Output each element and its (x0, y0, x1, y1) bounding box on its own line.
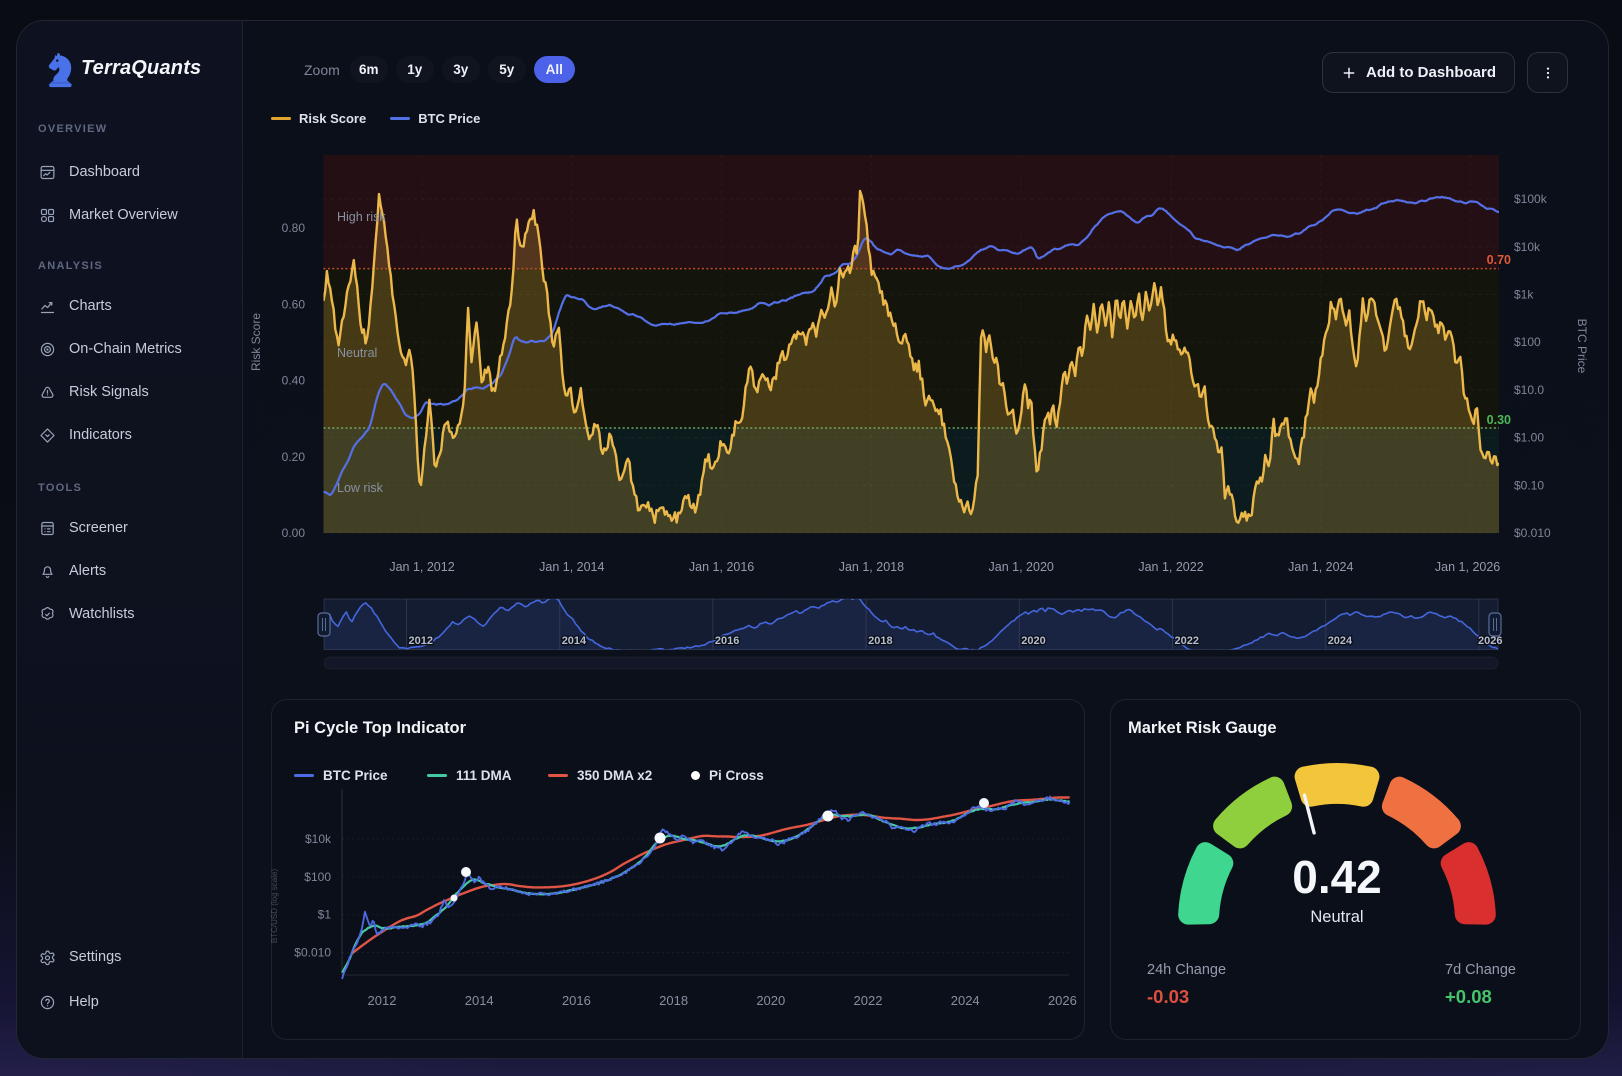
svg-text:2026: 2026 (1478, 635, 1502, 647)
svg-text:Jan 1, 2022: Jan 1, 2022 (1138, 560, 1203, 574)
svg-text:2014: 2014 (562, 635, 587, 647)
svg-text:2014: 2014 (465, 993, 494, 1008)
svg-text:$0.010: $0.010 (294, 946, 331, 960)
svg-text:-0.03: -0.03 (1147, 986, 1189, 1007)
svg-text:0.70: 0.70 (1487, 253, 1511, 267)
svg-text:0.20: 0.20 (282, 450, 306, 464)
svg-text:Neutral: Neutral (337, 346, 377, 360)
svg-text:2026: 2026 (1048, 993, 1077, 1008)
svg-text:$1.00: $1.00 (1514, 431, 1544, 445)
svg-text:High risk: High risk (337, 210, 386, 224)
svg-text:$0.10: $0.10 (1514, 478, 1544, 492)
svg-text:2024: 2024 (1328, 635, 1353, 647)
svg-text:2024: 2024 (951, 993, 980, 1008)
svg-text:$10k: $10k (305, 832, 332, 846)
svg-text:Jan 1, 2012: Jan 1, 2012 (389, 560, 454, 574)
svg-text:2018: 2018 (659, 993, 688, 1008)
svg-text:0.00: 0.00 (282, 526, 306, 540)
svg-text:Risk Score: Risk Score (251, 313, 263, 371)
svg-text:Jan 1, 2020: Jan 1, 2020 (989, 560, 1054, 574)
svg-text:$1: $1 (318, 908, 332, 922)
svg-text:+0.08: +0.08 (1445, 986, 1492, 1007)
svg-text:0.42: 0.42 (1292, 851, 1382, 903)
svg-text:2012: 2012 (409, 635, 433, 647)
svg-text:2022: 2022 (1175, 635, 1199, 647)
svg-text:2020: 2020 (756, 993, 785, 1008)
svg-text:2016: 2016 (715, 635, 739, 647)
svg-text:$0.010: $0.010 (1514, 526, 1551, 540)
svg-text:24h Change: 24h Change (1147, 962, 1226, 978)
svg-text:2016: 2016 (562, 993, 591, 1008)
svg-text:2020: 2020 (1021, 635, 1045, 647)
svg-text:Jan 1, 2026: Jan 1, 2026 (1435, 560, 1500, 574)
svg-text:0.30: 0.30 (1487, 413, 1511, 427)
svg-text:2022: 2022 (854, 993, 883, 1008)
svg-text:$100: $100 (1514, 335, 1541, 349)
svg-text:$100k: $100k (1514, 192, 1548, 206)
svg-text:Jan 1, 2014: Jan 1, 2014 (539, 560, 604, 574)
svg-text:0.60: 0.60 (282, 297, 306, 311)
svg-text:BTC Price: BTC Price (1575, 319, 1589, 374)
svg-text:Jan 1, 2018: Jan 1, 2018 (839, 560, 904, 574)
svg-text:2018: 2018 (868, 635, 892, 647)
svg-text:7d Change: 7d Change (1445, 962, 1516, 978)
svg-text:Jan 1, 2024: Jan 1, 2024 (1288, 560, 1353, 574)
svg-text:Low risk: Low risk (337, 481, 384, 495)
svg-text:BTC/USD (log scale): BTC/USD (log scale) (271, 869, 279, 944)
svg-text:Neutral: Neutral (1310, 908, 1363, 926)
svg-text:$1k: $1k (1514, 288, 1534, 302)
svg-text:0.80: 0.80 (282, 221, 306, 235)
svg-text:2012: 2012 (368, 993, 397, 1008)
svg-text:$100: $100 (304, 870, 331, 884)
svg-text:Jan 1, 2016: Jan 1, 2016 (689, 560, 754, 574)
svg-text:$10.0: $10.0 (1514, 383, 1544, 397)
svg-text:$10k: $10k (1514, 240, 1541, 254)
svg-text:0.40: 0.40 (282, 374, 306, 388)
